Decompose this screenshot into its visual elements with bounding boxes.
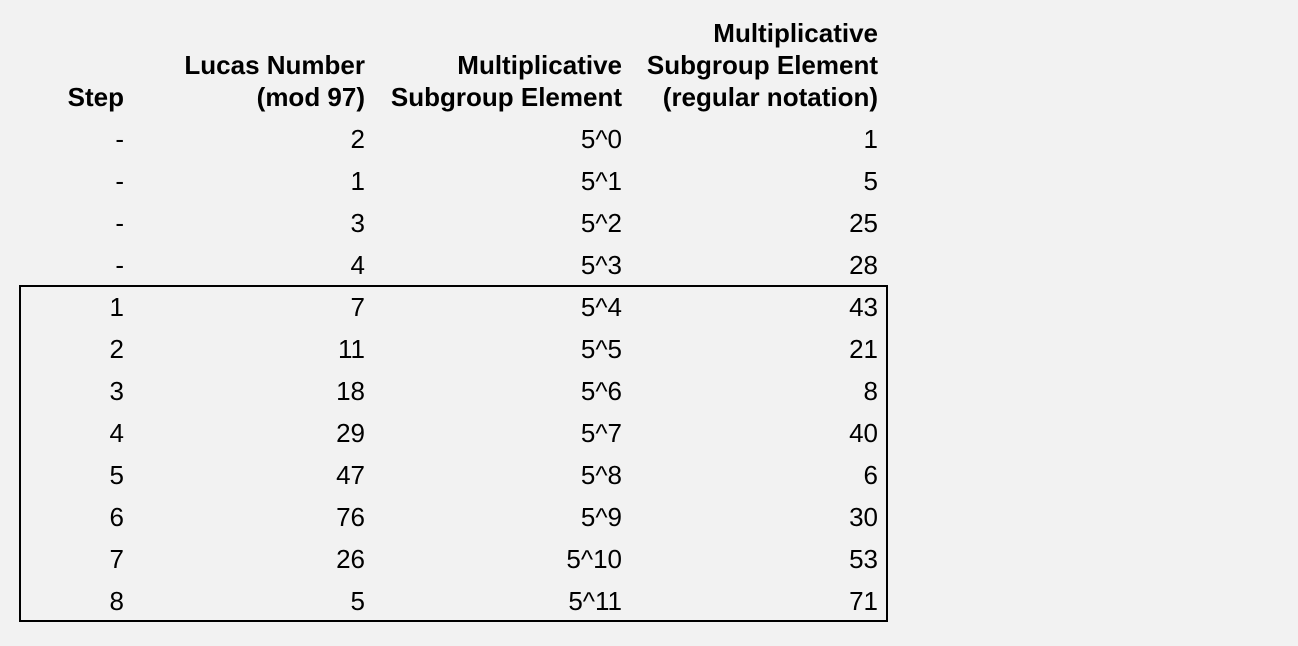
- column-header-subgroup-element-regular: Multiplicative Subgroup Element (regular…: [646, 18, 878, 112]
- subgroup-element-cell: 5^2: [580, 208, 622, 238]
- table-body: - 2 5^0 1 - 1 5^1 5 - 3 5^2 25 - 4 5^3 2…: [0, 118, 878, 622]
- step-cell: 3: [109, 376, 124, 406]
- lucas-number-cell: 26: [336, 544, 365, 574]
- step-cell: -: [115, 208, 124, 238]
- table-row: 7 26 5^10 53: [0, 538, 878, 580]
- lucas-number-cell: 3: [350, 208, 365, 238]
- subgroup-element-cell: 5^3: [580, 250, 622, 280]
- lucas-number-cell: 5: [350, 586, 365, 616]
- lucas-number-cell: 47: [336, 460, 365, 490]
- regular-notation-cell: 40: [849, 418, 878, 448]
- table-row: 2 11 5^5 21: [0, 328, 878, 370]
- subgroup-element-cell: 5^7: [580, 418, 622, 448]
- step-cell: -: [115, 166, 124, 196]
- lucas-number-cell: 1: [350, 166, 365, 196]
- subgroup-element-cell: 5^5: [580, 334, 622, 364]
- subgroup-element-cell: 5^9: [580, 502, 622, 532]
- subgroup-element-cell: 5^6: [580, 376, 622, 406]
- column-header-subgroup-element: Multiplicative Subgroup Element: [390, 50, 622, 112]
- lucas-number-cell: 29: [336, 418, 365, 448]
- subgroup-element-cell: 5^0: [580, 124, 622, 154]
- lucas-number-cell: 76: [336, 502, 365, 532]
- regular-notation-cell: 53: [849, 544, 878, 574]
- table-row: 3 18 5^6 8: [0, 370, 878, 412]
- lucas-number-cell: 2: [350, 124, 365, 154]
- column-header-step: Step: [67, 82, 124, 112]
- lucas-number-cell: 4: [350, 250, 365, 280]
- regular-notation-cell: 43: [849, 292, 878, 322]
- subgroup-element-cell: 5^8: [580, 460, 622, 490]
- subgroup-element-cell: 5^1: [580, 166, 622, 196]
- lucas-number-cell: 7: [350, 292, 365, 322]
- step-cell: 7: [109, 544, 124, 574]
- lucas-number-cell: 11: [338, 334, 365, 364]
- table-row: 4 29 5^7 40: [0, 412, 878, 454]
- regular-notation-cell: 25: [849, 208, 878, 238]
- table-row: 1 7 5^4 43: [0, 286, 878, 328]
- subgroup-element-cell: 5^4: [580, 292, 622, 322]
- regular-notation-cell: 6: [863, 460, 878, 490]
- table-row: 5 47 5^8 6: [0, 454, 878, 496]
- table-row: - 4 5^3 28: [0, 244, 878, 286]
- table-row: - 1 5^1 5: [0, 160, 878, 202]
- table-row: 6 76 5^9 30: [0, 496, 878, 538]
- subgroup-element-cell: 5^10: [566, 544, 622, 574]
- step-cell: 6: [109, 502, 124, 532]
- regular-notation-cell: 71: [849, 586, 878, 616]
- table-header: Step Lucas Number (mod 97) Multiplicativ…: [0, 0, 878, 113]
- regular-notation-cell: 21: [849, 334, 878, 364]
- step-cell: 5: [109, 460, 124, 490]
- column-header-lucas-number: Lucas Number (mod 97): [184, 50, 365, 112]
- regular-notation-cell: 8: [863, 376, 878, 406]
- step-cell: 2: [109, 334, 124, 364]
- regular-notation-cell: 1: [863, 124, 878, 154]
- lucas-number-cell: 18: [336, 376, 365, 406]
- table-row: - 3 5^2 25: [0, 202, 878, 244]
- table-row: 8 5 5^11 71: [0, 580, 878, 622]
- regular-notation-cell: 5: [863, 166, 878, 196]
- subgroup-element-cell: 5^11: [568, 586, 622, 616]
- step-cell: -: [115, 250, 124, 280]
- step-cell: -: [115, 124, 124, 154]
- table-row: - 2 5^0 1: [0, 118, 878, 160]
- regular-notation-cell: 30: [849, 502, 878, 532]
- step-cell: 8: [109, 586, 124, 616]
- regular-notation-cell: 28: [849, 250, 878, 280]
- step-cell: 1: [109, 292, 124, 322]
- step-cell: 4: [109, 418, 124, 448]
